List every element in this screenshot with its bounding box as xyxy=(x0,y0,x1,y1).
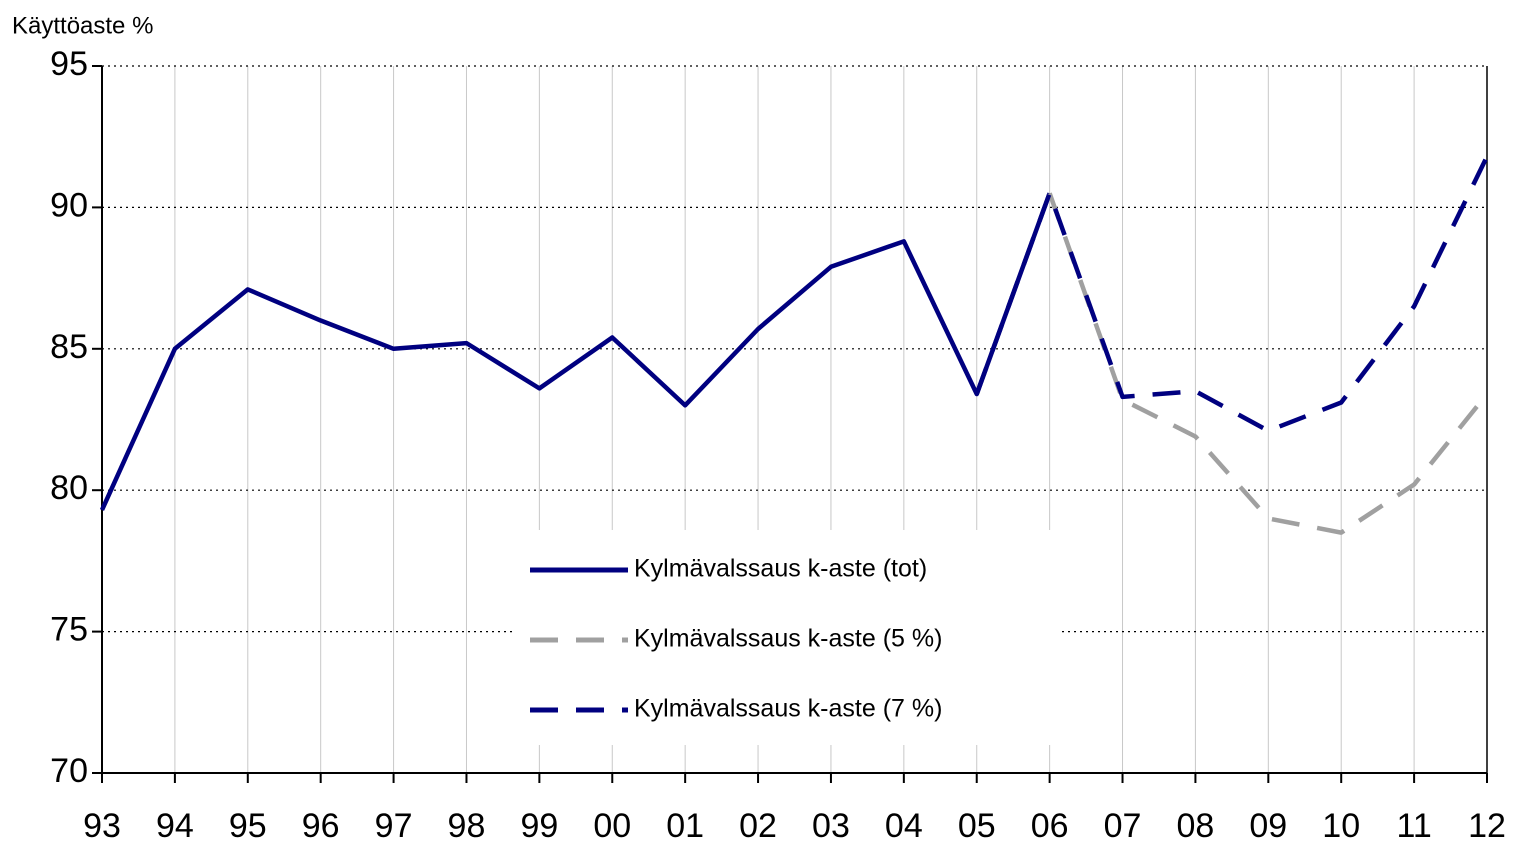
y-tick-label: 95 xyxy=(50,45,88,83)
x-tick-label: 03 xyxy=(812,807,850,845)
x-tick-label: 99 xyxy=(520,807,558,845)
series-line xyxy=(99,192,1052,511)
x-tick-label: 04 xyxy=(885,807,923,845)
x-tick-label: 05 xyxy=(958,807,996,845)
x-tick-label: 12 xyxy=(1468,807,1506,845)
y-tick-label: 80 xyxy=(50,469,88,507)
x-tick-label: 06 xyxy=(1031,807,1069,845)
legend-label: Kylmävalssaus k-aste (tot) xyxy=(634,555,927,583)
x-tick-label: 97 xyxy=(375,807,413,845)
y-tick-label: 70 xyxy=(50,752,88,790)
y-tick-label: 90 xyxy=(50,186,88,224)
x-tick-label: 10 xyxy=(1322,807,1360,845)
x-tick-label: 94 xyxy=(156,807,194,845)
x-tick-label: 93 xyxy=(83,807,121,845)
y-axis-label: Käyttöaste % xyxy=(12,12,153,39)
x-tick-label: 09 xyxy=(1249,807,1287,845)
x-tick-label: 01 xyxy=(666,807,704,845)
x-tick-label: 98 xyxy=(448,807,486,845)
x-tick-label: 11 xyxy=(1396,807,1431,845)
x-tick-label: 96 xyxy=(302,807,340,845)
y-tick-label: 75 xyxy=(50,611,88,649)
x-tick-label: 02 xyxy=(739,807,777,845)
legend-label: Kylmävalssaus k-aste (7 %) xyxy=(634,695,942,723)
x-tick-label: 07 xyxy=(1104,807,1142,845)
x-tick-label: 08 xyxy=(1177,807,1215,845)
x-tick-label: 00 xyxy=(593,807,631,845)
series-line xyxy=(1047,192,1489,535)
y-tick-label: 85 xyxy=(50,328,88,366)
series-line xyxy=(974,155,1490,434)
legend-label: Kylmävalssaus k-aste (5 %) xyxy=(634,625,942,653)
x-tick-label: 95 xyxy=(229,807,267,845)
